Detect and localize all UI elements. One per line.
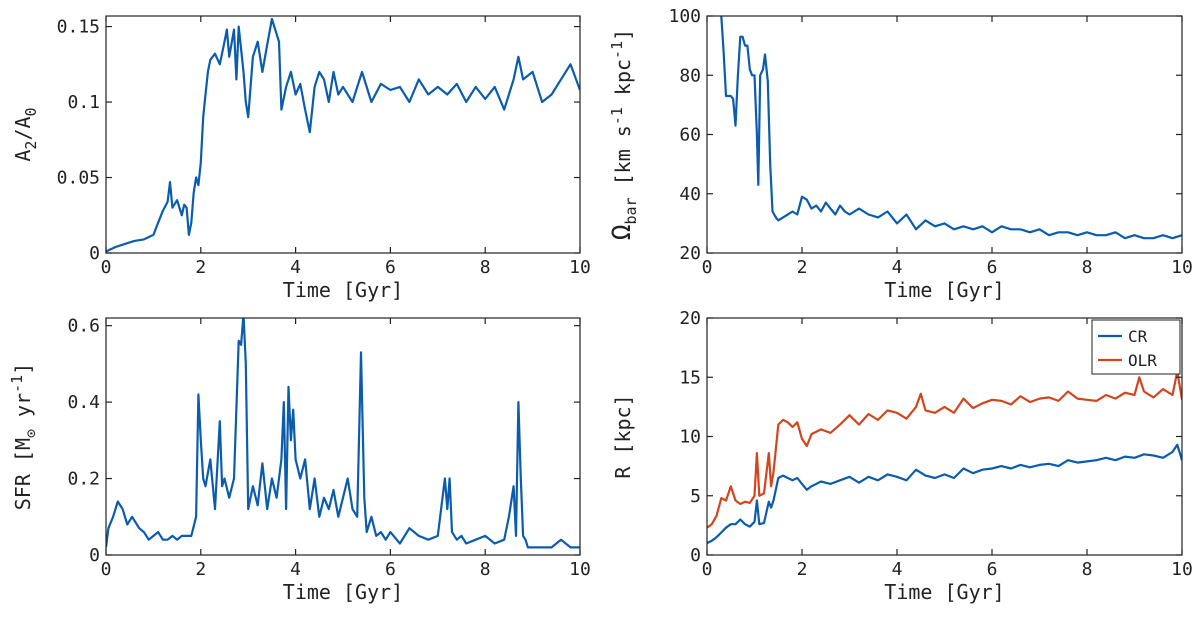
panel-top-left-ytick-label: 0.1: [67, 92, 100, 113]
panel-top-right-ylabel: Ωbar [km s-1 kpc-1]: [607, 29, 640, 240]
panel-top-left-frame: [105, 15, 581, 254]
panel-top-left-ytick-label: 0: [89, 243, 100, 264]
panel-bottom-left-xlabel: Time [Gyr]: [283, 580, 403, 604]
panel-bottom-left-ylabel-part: ]: [11, 363, 35, 375]
panel-top-left-ytick-label: 0.05: [57, 168, 100, 189]
panel-bottom-left-series-sfr: [106, 318, 580, 549]
panel-top-right-xtick-label: 4: [892, 257, 903, 278]
panel-top-left-ylabel-part: /A: [11, 116, 35, 140]
panel-bottom-right-series-cr: [707, 443, 1182, 545]
panel-top-left-xlabel: Time [Gyr]: [283, 278, 403, 302]
panel-bottom-right-series-olr: [707, 370, 1182, 529]
panel-top-right-xlabel: Time [Gyr]: [884, 278, 1004, 302]
panel-bottom-right: 0 2 4 6 8 10 0 5 10 15 20 Time [Gyr] R [kpc] CR OLR: [611, 308, 1193, 604]
panel-bottom-left-ylabel: SFR [M⊙ yr-1]: [8, 363, 40, 511]
panel-top-left-xtick-label: 4: [290, 257, 301, 278]
panel-bottom-left-ylabel-part: yr: [11, 393, 35, 429]
panel-top-right-xtick-label: 10: [1171, 257, 1193, 278]
panel-top-left-ylabel-part: 0: [22, 107, 40, 116]
panel-bottom-right-ylabel: R [kpc]: [611, 394, 635, 478]
panel-bottom-right-xtick-label: 8: [1082, 559, 1093, 580]
panel-bottom-left-ylabel-part: ⊙: [22, 429, 40, 438]
panel-top-right-xtick-label: 8: [1082, 257, 1093, 278]
panel-bottom-right-ytick-label: 15: [679, 367, 701, 388]
panel-top-right-ytick-label: 40: [679, 184, 701, 205]
panel-bottom-right-ytick-label: 10: [679, 427, 701, 448]
legend-label-olr: OLR: [1128, 351, 1157, 370]
panel-bottom-right-ytick-label: 20: [679, 308, 701, 329]
panel-bottom-right-xtick-label: 2: [797, 559, 808, 580]
panel-bottom-left-xtick-label: 0: [101, 559, 112, 580]
panel-bottom-right-xtick-label: 0: [702, 559, 713, 580]
panel-top-right-ytick-label: 20: [679, 243, 701, 264]
panel-top-right-ytick-label: 60: [679, 125, 701, 146]
panel-bottom-left-xtick-label: 10: [569, 559, 591, 580]
panel-top-right-ylabel-part: kpc: [611, 59, 635, 107]
panel-bottom-left-ylabel-part: SFR [M: [11, 438, 35, 510]
panel-bottom-left-xtick-label: 4: [290, 559, 301, 580]
panel-bottom-left-ytick-label: 0: [89, 545, 100, 566]
panel-top-right-xtick-label: 2: [797, 257, 808, 278]
panel-top-right-ylabel-part: Ω: [607, 225, 637, 241]
panel-top-right-ylabel-part: -1: [608, 41, 626, 59]
panel-top-left-ylabel-part: 2: [22, 141, 40, 150]
panel-top-right-frame: [706, 15, 1183, 254]
panel-top-right-series-omega-bar: [720, 16, 1182, 240]
panel-bottom-right-legend: CR OLR: [1091, 319, 1181, 375]
panel-top-left-ylabel: A2/A0: [11, 107, 40, 161]
panel-bottom-left-ylabel-part: -1: [8, 375, 26, 393]
panel-bottom-right-xtick-label: 10: [1171, 559, 1193, 580]
panel-top-right-ylabel-part: bar: [622, 197, 640, 224]
panel-bottom-right-xtick-label: 6: [987, 559, 998, 580]
panel-top-left-xtick-label: 0: [101, 257, 112, 278]
panel-top-left-ylabel-part: A: [11, 150, 35, 162]
panel-top-left-ytick-label: 0.15: [57, 17, 100, 38]
panel-bottom-right-xtick-label: 4: [892, 559, 903, 580]
panel-top-right-xtick-label: 6: [987, 257, 998, 278]
panel-bottom-right-ytick-label: 0: [690, 545, 701, 566]
legend-box: [1091, 319, 1181, 375]
panel-bottom-right-xlabel: Time [Gyr]: [884, 580, 1004, 604]
panel-top-right-ylabel-part: [km s: [611, 125, 635, 197]
panel-bottom-left-xtick-label: 8: [480, 559, 491, 580]
panel-top-left-xtick-label: 8: [480, 257, 491, 278]
panel-top-left-xtick-label: 6: [385, 257, 396, 278]
panel-bottom-left-ytick-label: 0.6: [67, 316, 100, 337]
panel-top-right-xtick-label: 0: [702, 257, 713, 278]
panel-bottom-right-ytick-label: 5: [690, 486, 701, 507]
panel-bottom-left-ytick-label: 0.2: [67, 469, 100, 490]
panel-top-left-xtick-label: 10: [569, 257, 591, 278]
panel-bottom-right-ylabel-part: R [kpc]: [611, 394, 635, 478]
panel-top-left-series-a2-a0: [106, 17, 580, 253]
panel-bottom-left-frame: [105, 317, 581, 556]
legend-label-cr: CR: [1128, 327, 1148, 346]
panel-bottom-left-xtick-label: 6: [385, 559, 396, 580]
panel-bottom-left-ytick-label: 0.4: [67, 392, 100, 413]
panel-top-right-ylabel-part: -1: [608, 107, 626, 125]
panel-bottom-left-xtick-label: 2: [195, 559, 206, 580]
panel-top-right-ytick-label: 80: [679, 65, 701, 86]
panel-bottom-left: 0 2 4 6 8 10 0 0.2 0.4 0.6 Time [Gyr] SFR [M⊙ yr-1]: [8, 316, 591, 604]
panel-top-right-ylabel-part: ]: [611, 29, 635, 41]
panel-top-right-ytick-label: 100: [668, 6, 701, 27]
panel-top-left-xtick-label: 2: [195, 257, 206, 278]
